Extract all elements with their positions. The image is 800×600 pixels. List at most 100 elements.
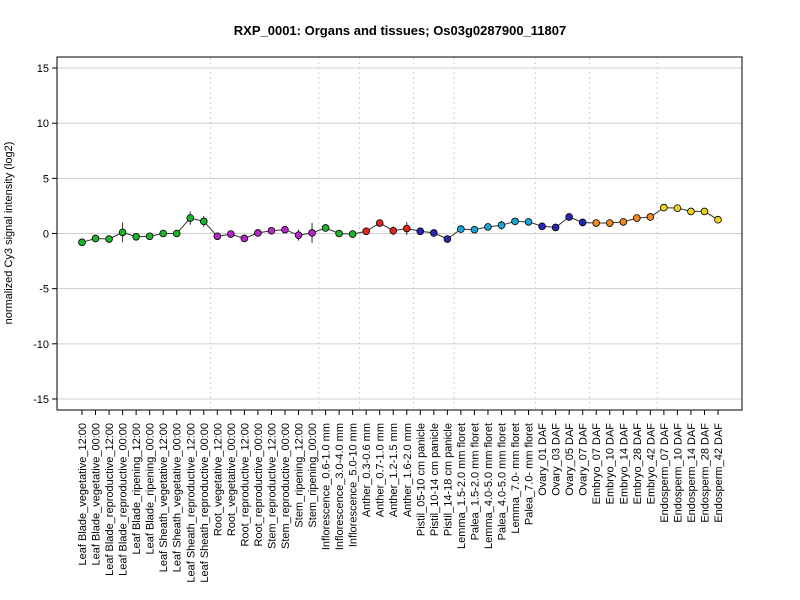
x-tick-label: Leaf Blade_ripening_00:00 [145,423,157,555]
x-tick-label: Pistil_14-18 cm panicle [442,423,454,536]
data-point [443,235,452,243]
x-tick-label: Ovary_03 DAF [551,423,563,496]
x-tick-label: Embryo_14 DAF [618,423,630,505]
x-tick-label: Stem_reproductive_12:00 [266,423,278,549]
data-point [619,218,628,226]
data-point [213,232,222,241]
x-tick-label: Endosperm_14 DAF [686,423,698,523]
y-tick-label: -10 [33,339,49,351]
data-point [673,204,682,212]
x-tick-label: Leaf Blade_vegetative_12:00 [77,423,89,566]
x-tick-label: Pistil_05-10 cm panicle [415,423,427,536]
data-point [605,219,614,227]
x-tick-label: Leaf Sheath_vegetative_00:00 [172,423,184,572]
x-tick-label: Ovary_05 DAF [564,423,576,496]
chart-title: RXP_0001: Organs and tissues; Os03g02879… [234,23,566,38]
data-point [240,234,249,243]
data-point [227,230,235,238]
data-point [118,228,127,237]
x-tick-label: Inflorescence_3.0-4.0 mm [334,423,346,550]
y-tick-label: 15 [37,63,49,75]
y-tick-label: -5 [39,284,49,296]
x-tick-label: Stem_reproductive_00:00 [280,423,292,549]
data-point [524,218,533,226]
x-tick-label: Leaf Blade_vegetative_00:00 [91,423,103,566]
data-point [646,213,655,221]
data-point [538,222,546,231]
x-tick-label: Root_vegetative_00:00 [226,423,238,536]
x-tick-label: Embryo_07 DAF [591,423,603,505]
x-tick-label: Embryo_10 DAF [605,423,617,505]
data-point [267,226,276,235]
data-point [294,231,303,239]
data-point [484,223,492,231]
data-point [470,225,479,234]
y-tick-label: -15 [33,394,49,406]
x-tick-label: Leaf Sheath_reproductive_00:00 [199,423,211,583]
data-point [578,218,587,227]
data-point [700,207,709,216]
data-point [145,232,154,241]
x-tick-label: Lemma_1.5-2.0 mm floret [456,423,468,549]
y-axis: -15 -10 -5 0 5 10 15 [33,63,57,406]
data-point [389,226,398,235]
x-tick-label: Leaf Sheath_reproductive_12:00 [185,423,197,583]
y-axis-label: normalized Cy3 signal intensity (log2) [3,142,15,325]
data-point [321,224,330,232]
data-point [105,235,113,243]
data-point [308,229,316,237]
data-point [254,229,262,237]
y-tick-label: 5 [43,173,49,185]
data-point [551,223,560,232]
x-tick-label: Stem_ripening_00:00 [307,423,319,528]
plot-frame [56,56,743,411]
x-tick-label: Palea_4.0-5.0 mm floret [496,423,508,540]
series [78,203,722,247]
x-tick-label: Endosperm_07 DAF [659,423,671,523]
x-tick-label: Anther_0.3-0.6 mm [361,423,373,517]
data-point [132,233,140,241]
data-point [335,229,343,238]
x-tick-label: Palea_1.5-2.0 mm floret [469,423,481,540]
data-point [375,219,384,227]
x-tick-label: Embryo_28 DAF [632,423,644,505]
x-tick-label: Leaf Blade_ripening_12:00 [131,423,143,555]
data-point [348,230,357,238]
x-tick-label: Inflorescence_5.0-10 mm [348,423,360,547]
data-point [172,229,181,238]
data-point [565,213,573,221]
x-tick-label: Pistil_10-14 cm panicle [429,423,441,536]
data-point [633,214,641,222]
data-point [687,207,695,216]
x-tick-label: Endosperm_10 DAF [672,423,684,523]
x-tick-label: Ovary_01 DAF [537,423,549,496]
data-point [511,217,519,226]
x-tick-label: Lemma_7.0- mm floret [510,423,522,534]
x-tick-label: Ovary_07 DAF [578,423,590,496]
data-point [402,224,411,233]
data-point [430,229,438,237]
x-tick-label: Anther_1.2-1.5 mm [388,423,400,517]
x-tick-label: Endosperm_42 DAF [713,423,725,523]
x-tick-label: Leaf Blade_reproductive_00:00 [118,423,130,576]
data-point [592,219,601,227]
x-tick-label: Palea_7.0- mm floret [524,423,536,525]
x-tick-label: Embryo_42 DAF [645,423,657,505]
data-point [78,238,86,247]
x-tick-label: Anther_1.6-2.0 mm [402,423,414,517]
data-point [281,225,289,234]
data-point [199,217,208,226]
x-tick-label: Inflorescence_0.6-1.0 mm [321,423,333,550]
x-tick-label: Leaf Blade_reproductive_12:00 [104,423,116,576]
data-point [159,229,167,238]
x-tick-label: Lemma_4.0-5.0 mm floret [483,423,495,549]
data-point [186,214,195,222]
y-tick-label: 0 [43,229,49,241]
data-point [497,221,506,230]
data-point [91,234,100,243]
x-tick-label: Root_vegetative_12:00 [212,423,224,536]
x-tick-label: Root_reproductive_12:00 [239,423,251,547]
x-tick-label: Endosperm_28 DAF [699,423,711,523]
data-point [714,215,722,224]
x-axis: Leaf Blade_vegetative_12:00 Leaf Blade_ve… [77,410,725,583]
